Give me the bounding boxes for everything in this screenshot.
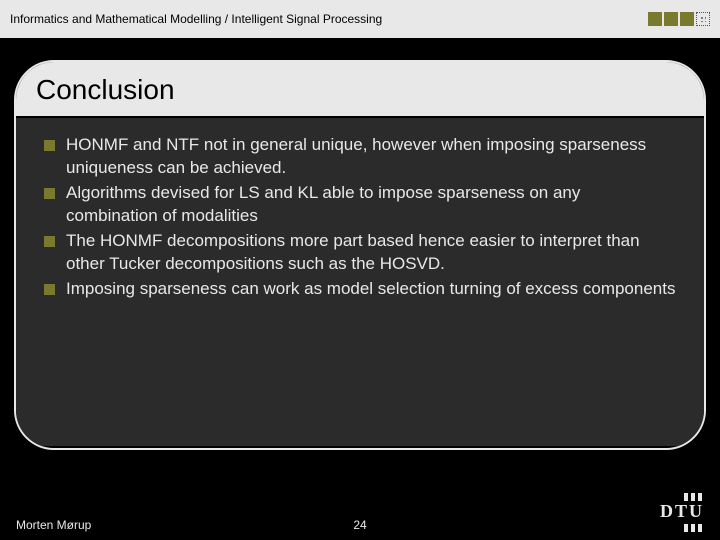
panel-title: Conclusion <box>36 74 684 106</box>
bullet-item: HONMF and NTF not in general unique, how… <box>44 134 676 180</box>
footer-author: Morten Mørup <box>16 518 91 532</box>
content-panel: Conclusion HONMF and NTF not in general … <box>14 60 706 450</box>
bullet-list: HONMF and NTF not in general unique, how… <box>44 134 676 301</box>
slide-footer: Morten Mørup 24 DTU <box>0 492 720 540</box>
bullet-item: Algorithms devised for LS and KL able to… <box>44 182 676 228</box>
panel-title-bar: Conclusion <box>16 62 704 118</box>
decor-box-icon <box>664 12 678 26</box>
panel-body: HONMF and NTF not in general unique, how… <box>16 118 704 446</box>
dtu-logo: DTU <box>660 493 704 532</box>
bullet-item: Imposing sparseness can work as model se… <box>44 278 676 301</box>
logo-bars-icon <box>684 524 704 532</box>
decor-box-outline-icon <box>696 12 710 26</box>
header-text: Informatics and Mathematical Modelling /… <box>10 12 382 26</box>
footer-page-number: 24 <box>353 518 366 532</box>
slide-header: Informatics and Mathematical Modelling /… <box>0 0 720 40</box>
logo-text: DTU <box>660 501 704 522</box>
bullet-item: The HONMF decompositions more part based… <box>44 230 676 276</box>
decor-box-icon <box>680 12 694 26</box>
logo-bars-icon <box>684 493 704 501</box>
header-decor-boxes <box>648 12 710 26</box>
decor-box-icon <box>648 12 662 26</box>
